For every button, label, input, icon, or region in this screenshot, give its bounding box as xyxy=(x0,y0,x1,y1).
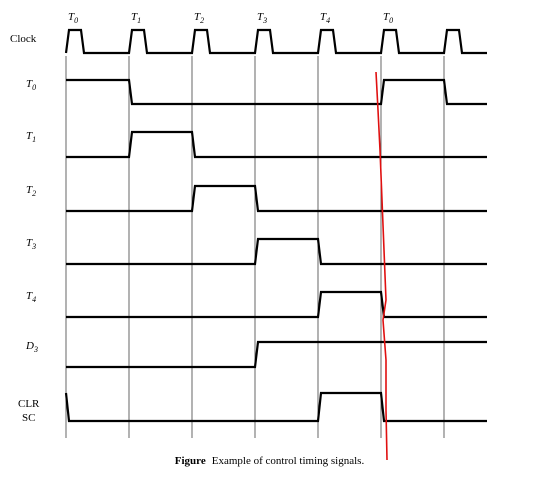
caption-text: Example of control timing signals. xyxy=(211,455,365,467)
signal-label-t2: T2 xyxy=(26,184,36,198)
cycle-label-1: T1 xyxy=(131,11,141,25)
signal-labels: T0 T1 T2 T3 T4 D3 CLR SC xyxy=(18,78,40,424)
signal-label-clrsc-line2: SC xyxy=(22,412,35,424)
cycle-label-5: T0 xyxy=(383,11,393,25)
signal-trace-d3 xyxy=(66,340,487,369)
clock-label: Clock xyxy=(10,33,37,45)
cycle-labels: T0 T1 T2 T3 T4 T0 xyxy=(68,11,393,25)
signal-trace-t1 xyxy=(66,130,487,159)
signal-trace-clrsc xyxy=(64,391,487,423)
signal-waveforms xyxy=(64,78,487,423)
cycle-gridlines xyxy=(65,56,445,438)
signal-label-d3: D3 xyxy=(25,340,38,354)
signal-trace-t3 xyxy=(66,237,487,266)
signal-trace-t2 xyxy=(66,184,487,213)
figure-caption: Figure Example of control timing signals. xyxy=(0,455,539,467)
red-annotation-line xyxy=(375,71,388,461)
clock-trace xyxy=(64,28,487,55)
clock-waveform xyxy=(64,28,487,55)
signal-label-t0: T0 xyxy=(26,78,36,92)
cycle-label-3: T3 xyxy=(257,11,267,25)
signal-label-t3: T3 xyxy=(26,237,36,251)
cycle-label-0: T0 xyxy=(68,11,78,25)
signal-label-clrsc: CLR xyxy=(18,398,40,410)
caption-label: Figure xyxy=(174,455,206,467)
cycle-label-4: T4 xyxy=(320,11,330,25)
cycle-label-2: T2 xyxy=(194,11,204,25)
signal-label-t1: T1 xyxy=(26,130,36,144)
signal-trace-t0 xyxy=(66,78,487,106)
signal-label-t4: T4 xyxy=(26,290,36,304)
signal-trace-t4 xyxy=(66,290,487,319)
